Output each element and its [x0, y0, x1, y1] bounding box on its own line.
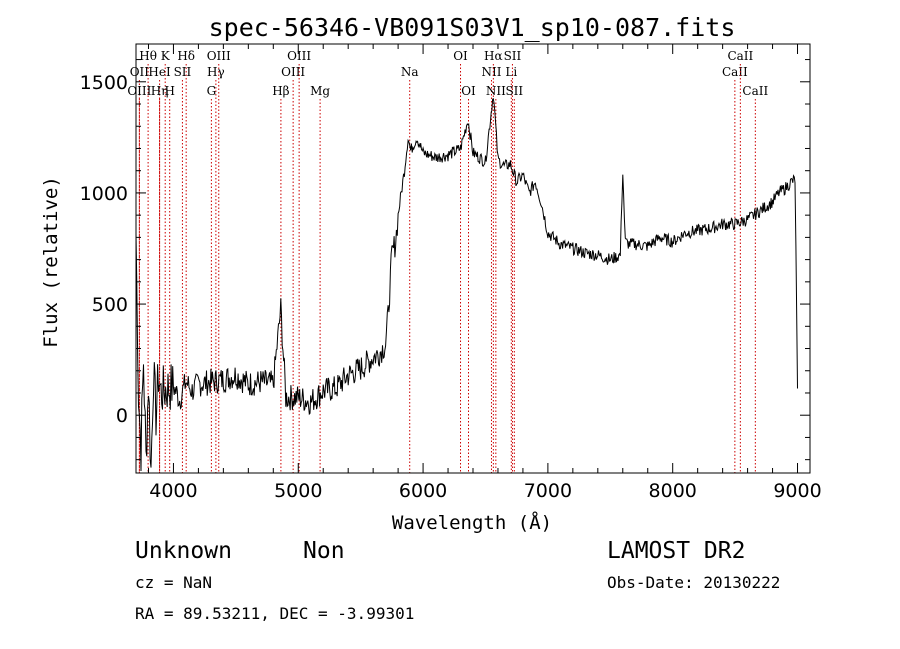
y-tick-label: 500	[92, 294, 128, 316]
line-marker-label: K	[161, 49, 171, 63]
line-marker-label: OIII	[281, 65, 305, 79]
x-tick-label: 8000	[649, 480, 697, 502]
x-axis-label: Wavelength (Å)	[392, 511, 552, 534]
line-marker-label: Hδ	[177, 49, 195, 63]
x-tick-label: 9000	[773, 480, 821, 502]
redshift-label: cz = NaN	[135, 573, 213, 592]
survey-label: LAMOST DR2	[607, 538, 746, 564]
coordinates-label: RA = 89.53211, DEC = -3.99301	[135, 604, 415, 623]
line-marker-label: OI	[453, 49, 468, 63]
line-marker-label: Mg	[310, 84, 330, 98]
chart-title: spec-56346-VB091S03V1_sp10-087.fits	[209, 13, 736, 42]
obs-date-label: Obs-Date: 20130222	[607, 573, 781, 592]
line-marker-label: CaII	[722, 65, 748, 79]
line-marker-label: Hγ	[207, 65, 225, 79]
line-marker-label: SII	[174, 65, 192, 79]
x-tick-label: 6000	[399, 480, 447, 502]
line-marker-label: H	[164, 84, 174, 98]
line-marker-label: Hθ	[139, 49, 157, 63]
subclass-label: Non	[303, 538, 345, 564]
line-marker-label: Hη	[151, 84, 169, 98]
x-tick-label: 7000	[524, 480, 572, 502]
line-marker-label: Li	[505, 65, 517, 79]
line-marker-label: Hβ	[272, 84, 289, 98]
line-marker-label: OI	[461, 84, 476, 98]
line-marker-label: NII	[486, 84, 506, 98]
y-tick-label: 0	[116, 405, 128, 427]
line-marker-label: OII	[130, 65, 150, 79]
spectrum-line	[135, 98, 798, 472]
line-marker-label: CaII	[742, 84, 768, 98]
line-marker-label: NII	[481, 65, 501, 79]
class-label: Unknown	[135, 538, 232, 564]
x-tick-label: 4000	[149, 480, 197, 502]
x-tick-label: 5000	[274, 480, 322, 502]
plot-frame	[135, 43, 811, 474]
line-marker-label: SII	[505, 84, 523, 98]
line-marker-label: G	[207, 84, 217, 98]
line-marker-label: Na	[401, 65, 419, 79]
line-marker-label: OIII	[287, 49, 311, 63]
line-marker-label: Hα	[484, 49, 503, 63]
line-marker-label: OIII	[127, 84, 151, 98]
spectrum-series	[135, 98, 798, 472]
line-marker-label: CaII	[727, 49, 753, 63]
y-tick-label: 1500	[80, 72, 128, 94]
line-marker-label: SII	[504, 49, 522, 63]
line-marker-label: OIII	[207, 49, 231, 63]
line-marker-label: HeI	[148, 65, 171, 79]
y-tick-label: 1000	[80, 183, 128, 205]
axes: 4000 5000 6000 7000 8000 9000 0 500 1000 1500	[80, 43, 822, 502]
line-markers: Hθ OII OIII HeI K HHη SII Hδ Hγ OIII G Hβ OIII OIII Mg…	[127, 49, 768, 473]
y-axis-label: Flux (relative)	[40, 176, 62, 348]
